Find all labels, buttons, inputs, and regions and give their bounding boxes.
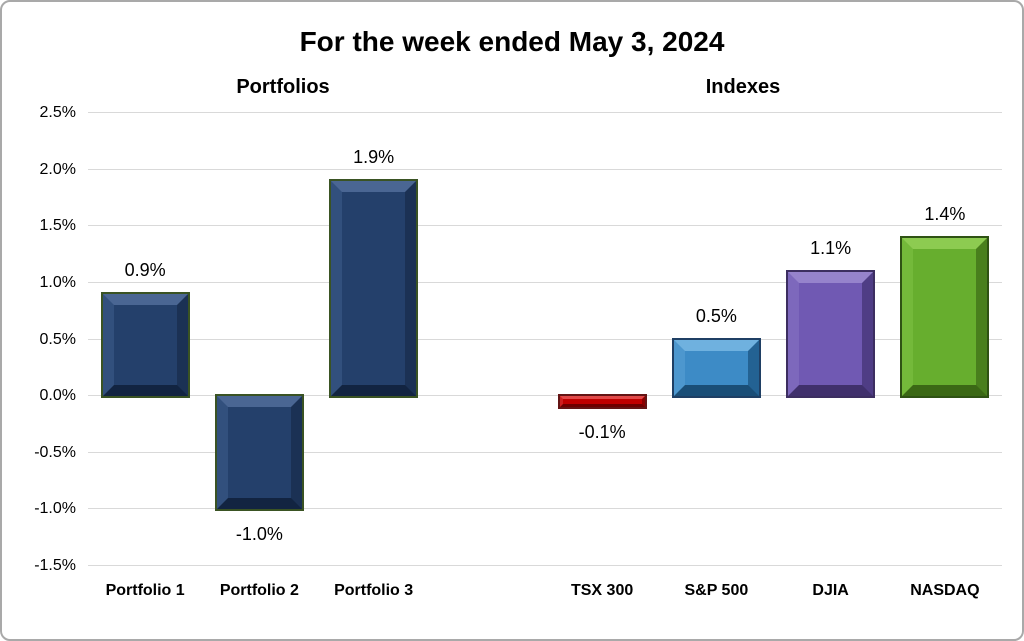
data-label-djia: 1.1% — [810, 237, 852, 258]
y-tick-label-0-5: 0.5% — [39, 330, 76, 348]
gridline-2-0 — [88, 168, 1002, 170]
category-label-portfolio-3: Portfolio 3 — [334, 582, 414, 599]
bar-nasdaq — [902, 237, 988, 397]
data-label-tsx-300: -0.1% — [578, 422, 626, 443]
data-label-portfolio-1: 0.9% — [124, 260, 166, 281]
category-label-portfolio-2: Portfolio 2 — [219, 582, 299, 599]
data-label-nasdaq: 1.4% — [924, 203, 966, 224]
category-label-djia: DJIA — [812, 582, 849, 599]
gridline-1-5 — [88, 225, 1002, 227]
y-tick-label-2-0: 2.0% — [39, 160, 76, 178]
chart-title: For the week ended May 3, 2024 — [299, 26, 725, 57]
gridline-1-0 — [88, 508, 1002, 510]
y-tick-label-1-5: -1.5% — [34, 557, 76, 574]
category-label-nasdaq: NASDAQ — [910, 582, 980, 599]
gridline-2-5 — [88, 112, 1002, 113]
category-label-portfolio-1: Portfolio 1 — [105, 582, 185, 599]
bar-portfolio-2 — [216, 396, 302, 510]
gridline-0-5 — [88, 451, 1002, 453]
y-tick-label-0-5: -0.5% — [34, 443, 76, 461]
y-tick-label-1-5: 1.5% — [39, 217, 76, 235]
gridline-0-5 — [88, 338, 1002, 340]
bar-djia — [788, 271, 874, 397]
bar-tsx-300 — [559, 396, 645, 408]
bar-portfolio-3 — [331, 180, 417, 397]
section-header-portfolios: Portfolios — [236, 76, 330, 98]
y-tick-label-0-0: 0.0% — [39, 387, 76, 405]
y-tick-label-1-0: 1.0% — [39, 273, 76, 291]
data-label-s-p-500: 0.5% — [695, 305, 737, 326]
category-label-s-p-500: S&P 500 — [684, 582, 749, 599]
data-label-portfolio-3: 1.9% — [353, 146, 395, 167]
gridline-1-0 — [88, 281, 1002, 283]
section-header-indexes: Indexes — [705, 76, 781, 98]
gridline-0-0 — [88, 395, 1002, 397]
y-tick-label-1-0: -1.0% — [34, 500, 76, 518]
gridline-1-5 — [88, 565, 1002, 566]
y-tick-label-2-5: 2.5% — [39, 104, 76, 121]
bar-s-p-500 — [673, 339, 759, 397]
bar-portfolio-1 — [102, 294, 188, 397]
data-label-portfolio-2: -1.0% — [235, 524, 283, 545]
category-label-tsx-300: TSX 300 — [570, 582, 634, 599]
